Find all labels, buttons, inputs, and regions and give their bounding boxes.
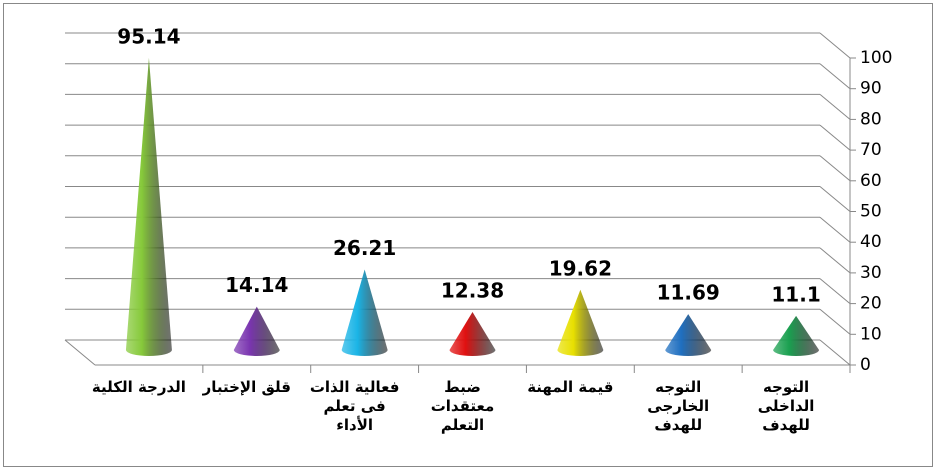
grid-line (819, 339, 851, 366)
y-tick-label: 70 (860, 140, 882, 160)
value-label: 11.69 (657, 281, 720, 305)
y-tick-label: 40 (860, 232, 882, 252)
grid-line (819, 32, 851, 59)
cone (665, 314, 712, 356)
grid-line (819, 155, 851, 182)
value-label: 12.38 (441, 278, 504, 302)
value-label: 26.21 (333, 236, 396, 260)
x-tick-label: فعالية الذات فى تعلم الأداء (309, 378, 400, 434)
grid-line (819, 247, 851, 274)
y-tick-label: 20 (860, 294, 882, 314)
grid-line (819, 186, 851, 212)
x-tick-label: الدرجة الكلية (91, 378, 186, 396)
y-tick-label: 0 (860, 355, 871, 375)
cone (773, 315, 820, 356)
y-tick-label: 100 (860, 48, 892, 68)
value-label: 11.1 (771, 282, 820, 306)
grid-line (819, 216, 851, 243)
y-tick-label: 10 (860, 324, 882, 344)
cone (341, 269, 388, 356)
wall-edge (64, 339, 96, 366)
x-tick-label: ضبط معتقدات التعلم (430, 378, 495, 434)
grid-line (819, 63, 851, 90)
x-tick-label: التوجه الخارجى للهدف (647, 378, 710, 434)
y-tick-label: 60 (860, 171, 882, 191)
value-label: 19.62 (549, 256, 612, 280)
value-label: 14.14 (225, 273, 288, 297)
cone (125, 57, 172, 357)
cone (557, 289, 604, 356)
grid-line (819, 308, 851, 335)
cone (233, 306, 280, 356)
value-label: 95.14 (117, 24, 180, 48)
cone (449, 311, 496, 356)
x-tick-label: التوجه الداخلى للهدف (757, 378, 815, 434)
y-tick-label: 50 (860, 202, 882, 222)
x-tick-label: قلق الإختبار (202, 378, 291, 396)
y-tick-label: 80 (860, 109, 882, 129)
y-tick-label: 30 (860, 263, 882, 283)
frame (3, 3, 933, 467)
grid-line (819, 94, 851, 120)
grid-line (819, 278, 851, 304)
x-tick-label: قيمة المهنة (527, 378, 614, 396)
y-tick-label: 90 (860, 79, 882, 99)
grid-line (819, 124, 851, 151)
